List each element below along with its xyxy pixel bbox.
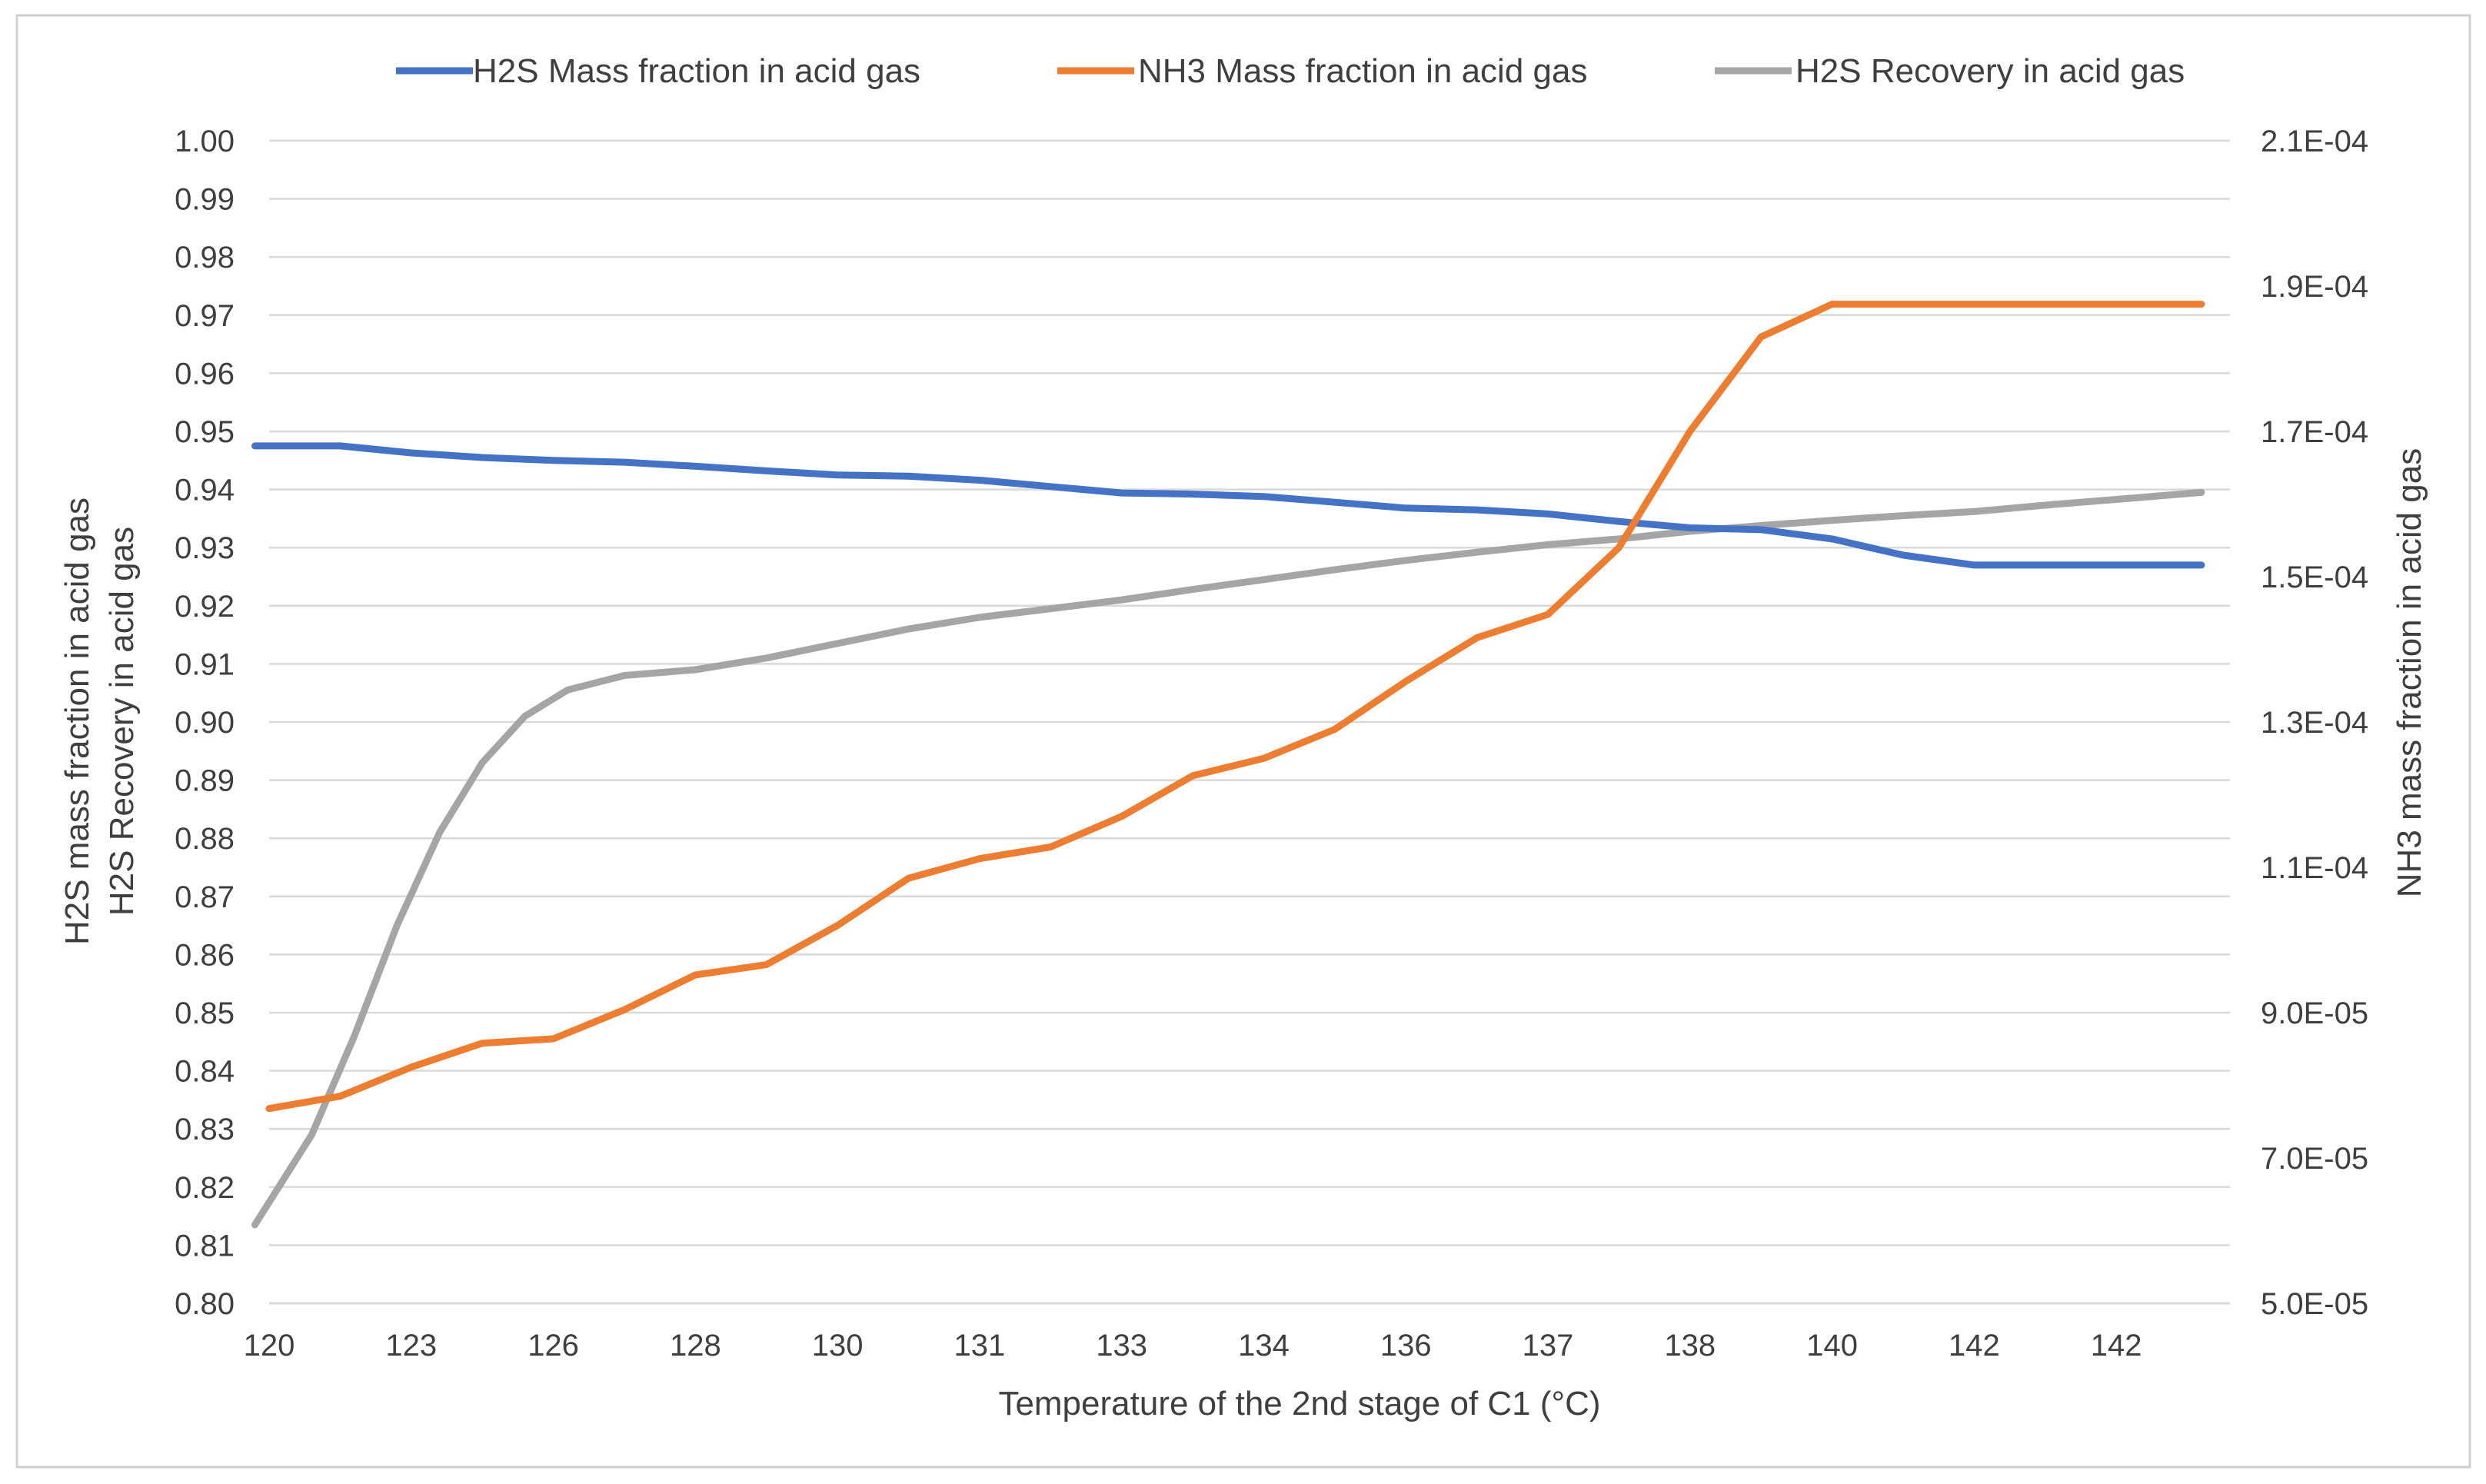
x-tick-label: 131 xyxy=(954,1329,1006,1363)
right-tick-label: 1.7E-04 xyxy=(2261,415,2368,449)
x-tick-label: 142 xyxy=(1949,1329,2000,1363)
left-tick-label: 0.84 xyxy=(175,1055,235,1089)
left-tick-label: 0.91 xyxy=(175,647,235,681)
left-tick-label: 0.88 xyxy=(175,822,235,856)
x-tick-label: 140 xyxy=(1806,1329,1858,1363)
left-tick-label: 0.94 xyxy=(175,474,235,507)
left-tick-label: 0.82 xyxy=(175,1171,235,1205)
left-tick-label: 0.97 xyxy=(175,299,235,333)
chart-frame xyxy=(15,14,2471,1469)
left-tick-label: 0.99 xyxy=(175,183,235,217)
series-line-h2s-recovery-in-acid-gas xyxy=(251,488,2205,1229)
x-tick-label: 138 xyxy=(1664,1329,1716,1363)
x-tick-label: 137 xyxy=(1523,1329,1574,1363)
left-tick-label: 0.85 xyxy=(175,997,235,1030)
left-tick-label: 0.80 xyxy=(175,1287,235,1321)
x-axis-title: Temperature of the 2nd stage of C1 (°C) xyxy=(998,1385,1600,1422)
x-tick-label: 134 xyxy=(1238,1329,1290,1363)
left-tick-label: 0.90 xyxy=(175,706,235,740)
right-tick-label: 1.5E-04 xyxy=(2261,561,2368,594)
x-tick-label: 136 xyxy=(1380,1329,1432,1363)
left-tick-label: 0.93 xyxy=(175,531,235,565)
left-tick-label: 0.89 xyxy=(175,764,235,798)
series-line-h2s-mass-fraction-in-acid-gas xyxy=(251,442,2205,569)
x-tick-label: 128 xyxy=(670,1329,721,1363)
left-tick-label: 0.81 xyxy=(175,1229,235,1263)
legend-label-nh3-mass: NH3 Mass fraction in acid gas xyxy=(1138,52,1587,90)
x-tick-label: 120 xyxy=(244,1329,295,1363)
right-tick-label: 5.0E-05 xyxy=(2261,1287,2368,1321)
right-tick-label: 1.1E-04 xyxy=(2261,851,2368,885)
x-tick-label: 133 xyxy=(1096,1329,1147,1363)
left-axis-title-line2: H2S Recovery in acid gas xyxy=(103,527,141,916)
left-tick-label: 0.86 xyxy=(175,938,235,972)
right-tick-label: 1.9E-04 xyxy=(2261,270,2368,304)
right-axis-ticks: 2.1E-04 1.9E-04 1.7E-04 1.5E-04 1.3E-04 1.1E-… xyxy=(2261,125,2368,1321)
legend-label-h2s-mass: H2S Mass fraction in acid gas xyxy=(473,52,920,90)
gridlines xyxy=(269,139,2230,1305)
left-tick-label: 0.92 xyxy=(175,590,235,624)
left-axis-title-line1: H2S mass fraction in acid gas xyxy=(58,497,96,945)
right-tick-label: 2.1E-04 xyxy=(2261,125,2368,158)
right-tick-label: 9.0E-05 xyxy=(2261,997,2368,1030)
x-tick-label: 123 xyxy=(385,1329,437,1363)
series-line-nh3-mass-fraction-in-acid-gas xyxy=(265,301,2205,1113)
x-tick-label: 142 xyxy=(2091,1329,2142,1363)
x-tick-label: 126 xyxy=(527,1329,579,1363)
right-tick-label: 7.0E-05 xyxy=(2261,1142,2368,1176)
legend: H2S Mass fraction in acid gas NH3 Mass f… xyxy=(396,52,2185,90)
series-lines xyxy=(251,301,2205,1229)
left-tick-label: 1.00 xyxy=(175,125,235,158)
left-tick-label: 0.83 xyxy=(175,1113,235,1146)
x-axis-ticks: 120 123 126 128 130 131 133 134 136 137 138 140 142 1… xyxy=(244,1329,2142,1363)
left-tick-label: 0.96 xyxy=(175,357,235,391)
left-tick-label: 0.95 xyxy=(175,415,235,449)
left-tick-label: 0.98 xyxy=(175,241,235,275)
left-tick-label: 0.87 xyxy=(175,880,235,914)
x-tick-label: 130 xyxy=(812,1329,864,1363)
legend-label-h2s-recovery: H2S Recovery in acid gas xyxy=(1795,52,2185,90)
left-axis-ticks: 1.00 0.99 0.98 0.97 0.96 0.95 0.94 0.93 0.92 0.91… xyxy=(175,125,235,1321)
right-tick-label: 1.3E-04 xyxy=(2261,706,2368,740)
right-axis-title: NH3 mass fraction in acid gas xyxy=(2391,448,2428,897)
